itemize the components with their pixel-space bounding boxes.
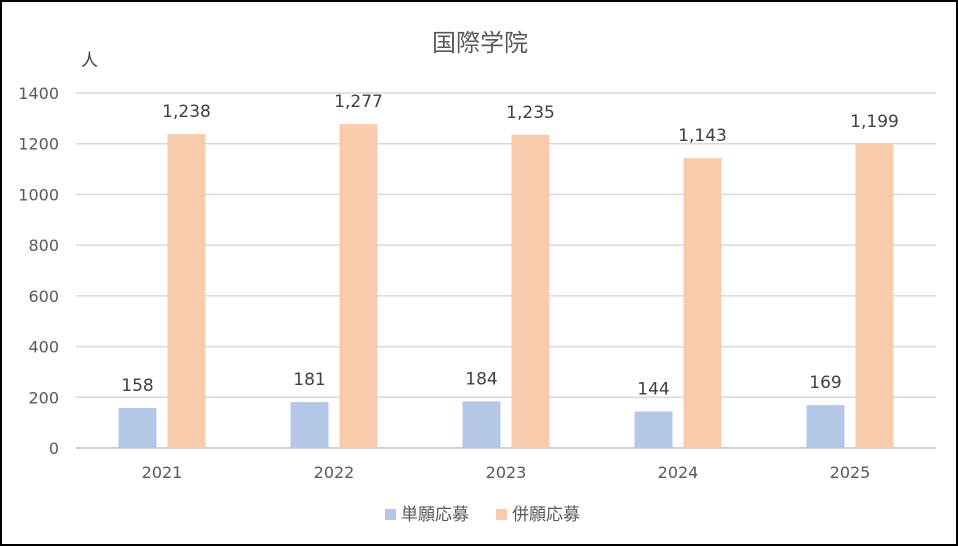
bar-heigan-2025 (855, 143, 894, 449)
bar-tangan-2025 (806, 405, 845, 448)
y-tick-label: 1400 (18, 84, 59, 103)
legend-label: 単願応募 (401, 505, 469, 525)
y-tick-label: 1000 (18, 185, 59, 204)
data-label: 1,199 (850, 112, 899, 132)
chart-title: 国際学院 (432, 29, 528, 57)
bars: 158 1,238 181 1,277 184 1,235 144 1,143 169 1,199 (118, 92, 899, 449)
y-tick-label: 0 (49, 439, 59, 458)
y-tick-label: 600 (28, 287, 59, 306)
data-label: 1,238 (162, 102, 211, 122)
bar-heigan-2023 (511, 134, 550, 448)
x-tick-label: 2021 (142, 463, 183, 482)
legend-swatch (385, 509, 396, 520)
data-label: 1,235 (506, 103, 555, 123)
y-tick-label: 800 (28, 236, 59, 255)
x-tick-label: 2022 (314, 463, 355, 482)
bar-tangan-2022 (290, 402, 329, 448)
y-tick-label: 200 (28, 388, 59, 407)
data-label: 144 (637, 379, 669, 399)
data-label: 1,143 (678, 126, 727, 146)
bar-tangan-2024 (634, 411, 673, 448)
data-label: 184 (465, 369, 497, 389)
legend-swatch (496, 509, 507, 520)
bar-heigan-2022 (339, 124, 378, 449)
y-axis-unit-label: 人 (81, 51, 98, 71)
x-tick-label: 2024 (658, 463, 699, 482)
y-tick-label: 400 (28, 338, 59, 357)
data-label: 158 (121, 376, 153, 396)
bar-heigan-2021 (167, 134, 206, 449)
x-axis-ticks: 2021 2022 2023 2024 2025 (142, 463, 871, 482)
data-label: 169 (809, 373, 841, 393)
y-axis-ticks: 0 200 400 600 800 1000 1200 1400 (18, 84, 59, 458)
data-label: 1,277 (334, 92, 383, 112)
bar-tangan-2021 (118, 407, 157, 448)
data-label: 181 (293, 370, 325, 390)
legend-label: 併願応募 (512, 505, 580, 525)
x-tick-label: 2023 (486, 463, 527, 482)
y-tick-label: 1200 (18, 135, 59, 154)
legend: 単願応募 併願応募 (385, 505, 580, 525)
x-tick-label: 2025 (830, 463, 871, 482)
gridlines (76, 92, 936, 449)
bar-tangan-2023 (462, 401, 501, 448)
bar-heigan-2024 (683, 158, 722, 449)
